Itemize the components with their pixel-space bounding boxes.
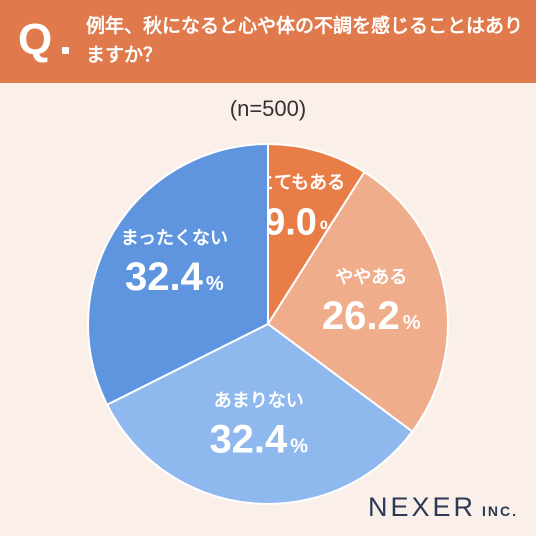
slice-label: とてもある: [257, 173, 346, 194]
pie-slice: [105, 322, 414, 505]
logo-sub-text: INC.: [482, 503, 519, 519]
slice-value-label: 32.4%: [125, 255, 224, 299]
slice-value-label: 26.2%: [322, 294, 421, 338]
pie-slice: [266, 170, 449, 434]
logo-main-text: NEXER: [368, 492, 477, 522]
question-text: 例年、秋になると心や体の不調を感じることはありますか？: [86, 15, 524, 66]
company-logo: NEXER INC.: [368, 492, 518, 523]
pie-slice: [267, 142, 366, 328]
slice-label: ややある: [335, 267, 407, 288]
question-header: Q 例年、秋になると心や体の不調を感じることはありますか？: [0, 0, 536, 83]
slice-label: あまりない: [214, 391, 304, 412]
pie-slice: [87, 142, 269, 407]
q-dot-icon: [62, 47, 69, 54]
slice-label: まったくない: [121, 228, 228, 249]
sample-size-note: (n=500): [229, 96, 307, 121]
slice-value-label: 32.4%: [209, 418, 308, 462]
q-letter: Q: [18, 15, 53, 64]
